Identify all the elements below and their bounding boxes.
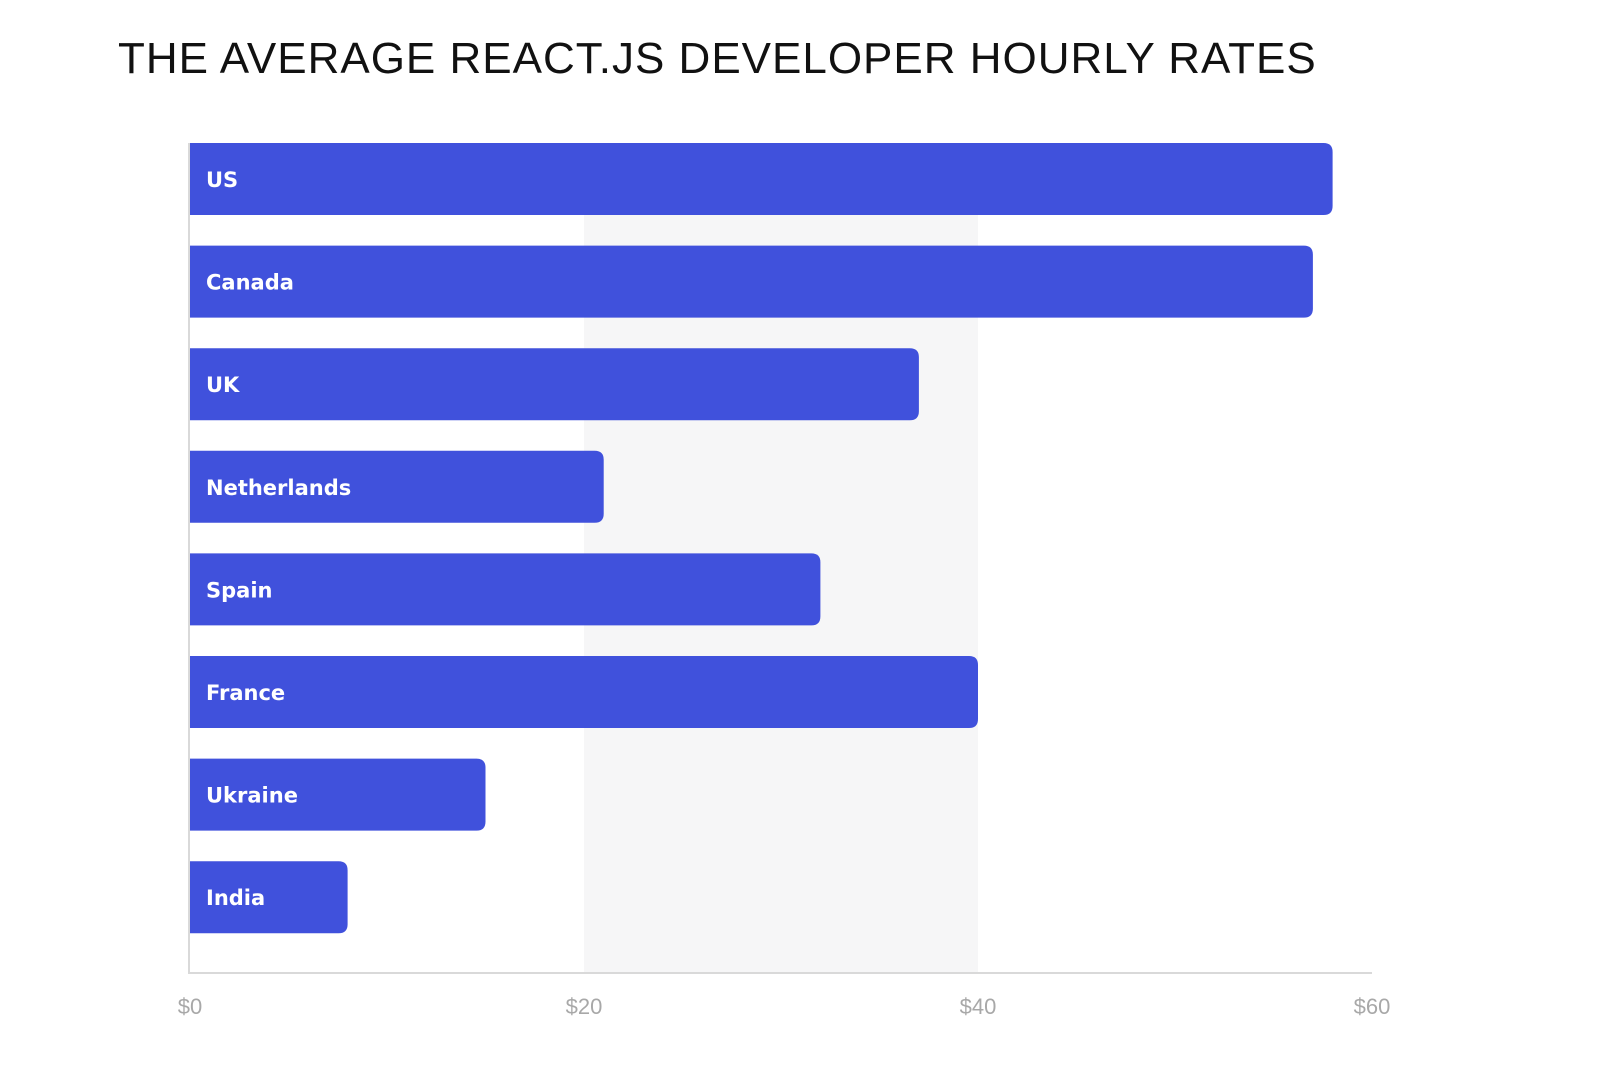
- x-tick-label: $60: [1354, 994, 1391, 1019]
- bar-label: France: [206, 681, 285, 705]
- chart-title: THE AVERAGE REACT.JS DEVELOPER HOURLY RA…: [118, 34, 1317, 83]
- bar-label: India: [206, 886, 265, 910]
- bar-spain: [190, 553, 821, 626]
- x-tick-label: $20: [566, 994, 603, 1019]
- bar-us: [190, 143, 1333, 215]
- bar-label: Spain: [206, 578, 272, 602]
- bar-india: [190, 861, 348, 934]
- bar-label: US: [206, 168, 238, 192]
- bar-canada: [190, 245, 1313, 318]
- bar-label: Canada: [206, 271, 294, 295]
- x-tick-label: $0: [178, 994, 202, 1019]
- x-tick-label: $40: [960, 994, 997, 1019]
- bar-label: UK: [206, 373, 240, 397]
- bar-uk: [190, 348, 919, 421]
- bar-netherlands: [190, 450, 604, 523]
- bar-label: Ukraine: [206, 784, 298, 808]
- bar-france: [190, 656, 978, 728]
- bar-label: Netherlands: [206, 476, 351, 500]
- bar-ukraine: [190, 758, 486, 831]
